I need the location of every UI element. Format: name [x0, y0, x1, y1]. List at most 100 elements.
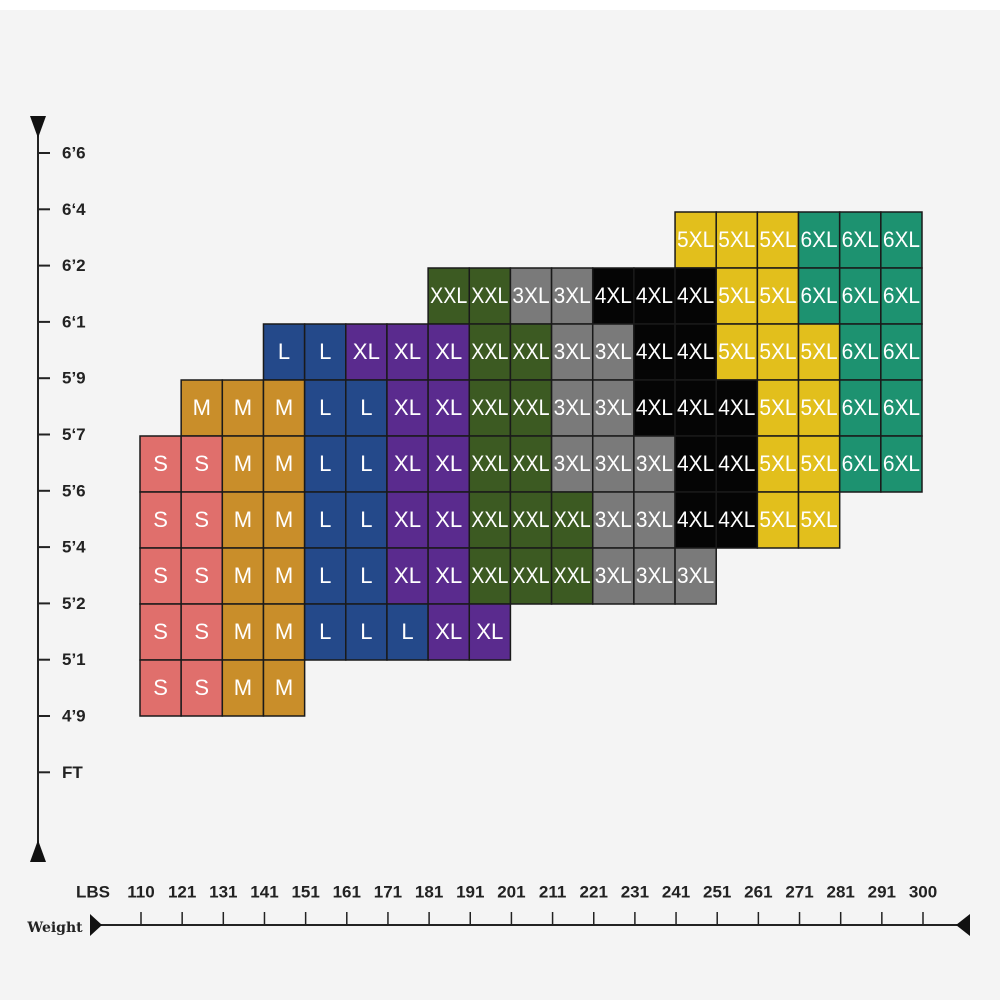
size-cell [633, 267, 676, 325]
size-cell [838, 379, 882, 437]
size-label: XXL [471, 563, 508, 588]
size-label: M [275, 675, 293, 700]
size-label: 4XL [595, 283, 632, 308]
size-label: S [153, 563, 168, 588]
size-label: L [319, 395, 331, 420]
size-label: M [234, 395, 252, 420]
size-label: M [234, 451, 252, 476]
size-cell [386, 379, 429, 437]
size-cell [303, 323, 347, 381]
size-label: 6XL [842, 451, 879, 476]
size-cell [591, 379, 635, 437]
axis-arrow-bottom [30, 840, 46, 862]
size-cell [509, 267, 553, 325]
size-label: XL [435, 507, 462, 532]
height-label: 4’9 [62, 706, 86, 725]
size-label: XXL [471, 395, 508, 420]
size-cell [221, 491, 265, 549]
weight-label: LBS [76, 882, 110, 901]
size-label: XL [353, 339, 380, 364]
weight-label: 261 [744, 882, 772, 901]
size-cell [468, 267, 512, 325]
size-label: M [234, 563, 252, 588]
size-cell [468, 491, 512, 549]
size-cell [674, 267, 717, 325]
size-label: 6XL [801, 227, 838, 252]
height-label: 6‘4 [62, 200, 86, 219]
size-cell [591, 267, 635, 325]
size-label: S [194, 451, 209, 476]
size-label: 4XL [636, 283, 673, 308]
size-cell [262, 379, 306, 437]
size-cell [797, 491, 841, 549]
size-label: M [275, 451, 293, 476]
size-label: XL [394, 451, 421, 476]
size-label: M [275, 619, 293, 644]
size-cell [345, 435, 388, 493]
size-label: XXL [430, 283, 467, 308]
size-label: 6XL [883, 451, 920, 476]
size-label: 4XL [718, 451, 755, 476]
axis-arrow-left [90, 914, 102, 936]
size-cell [550, 323, 594, 381]
size-label: XXL [471, 339, 508, 364]
axis-arrow-right [956, 914, 970, 936]
height-label: 6’2 [62, 256, 86, 275]
size-label: 3XL [636, 451, 673, 476]
size-label: XL [435, 451, 462, 476]
size-label: XXL [471, 507, 508, 532]
size-cell [591, 323, 635, 381]
size-label: XXL [554, 563, 591, 588]
size-label: L [278, 339, 290, 364]
size-cell [509, 547, 553, 605]
height-label: 5’4 [62, 538, 86, 557]
size-label: 3XL [636, 563, 673, 588]
height-label: 5’9 [62, 369, 86, 388]
size-label: M [275, 563, 293, 588]
weight-label: 121 [168, 882, 196, 901]
size-cell [550, 547, 594, 605]
size-cell [838, 211, 882, 269]
size-label: L [360, 619, 372, 644]
size-cell [303, 491, 347, 549]
size-label: S [153, 619, 168, 644]
size-label: S [194, 619, 209, 644]
weight-label: 231 [621, 882, 649, 901]
size-cell [386, 491, 429, 549]
size-cell [674, 323, 717, 381]
size-label: 4XL [677, 339, 714, 364]
size-label: L [360, 563, 372, 588]
size-cell [139, 435, 182, 493]
size-label: XXL [512, 563, 549, 588]
size-cell [345, 323, 388, 381]
size-label: XXL [512, 395, 549, 420]
size-cell [262, 659, 306, 717]
axis-arrow-top [30, 116, 46, 138]
height-label: 5’1 [62, 650, 86, 669]
size-cell [427, 323, 471, 381]
size-label: XL [435, 395, 462, 420]
size-label: 6XL [801, 283, 838, 308]
size-label: 3XL [595, 339, 632, 364]
size-label: 3XL [554, 395, 591, 420]
weight-label: 221 [580, 882, 608, 901]
size-label: S [153, 451, 168, 476]
size-cell [427, 379, 471, 437]
size-cell [838, 267, 882, 325]
size-cell [797, 323, 841, 381]
size-label: 4XL [636, 339, 673, 364]
size-cell [345, 379, 388, 437]
size-cell [509, 379, 553, 437]
size-label: 3XL [595, 395, 632, 420]
size-cell [345, 547, 388, 605]
size-label: 5XL [718, 227, 755, 252]
size-label: 3XL [636, 507, 673, 532]
size-label: XXL [512, 451, 549, 476]
size-label: 5XL [718, 339, 755, 364]
size-label: 6XL [842, 227, 879, 252]
size-cell [468, 547, 512, 605]
size-cell [180, 603, 224, 661]
size-label: 5XL [801, 507, 838, 532]
size-label: 5XL [759, 451, 796, 476]
